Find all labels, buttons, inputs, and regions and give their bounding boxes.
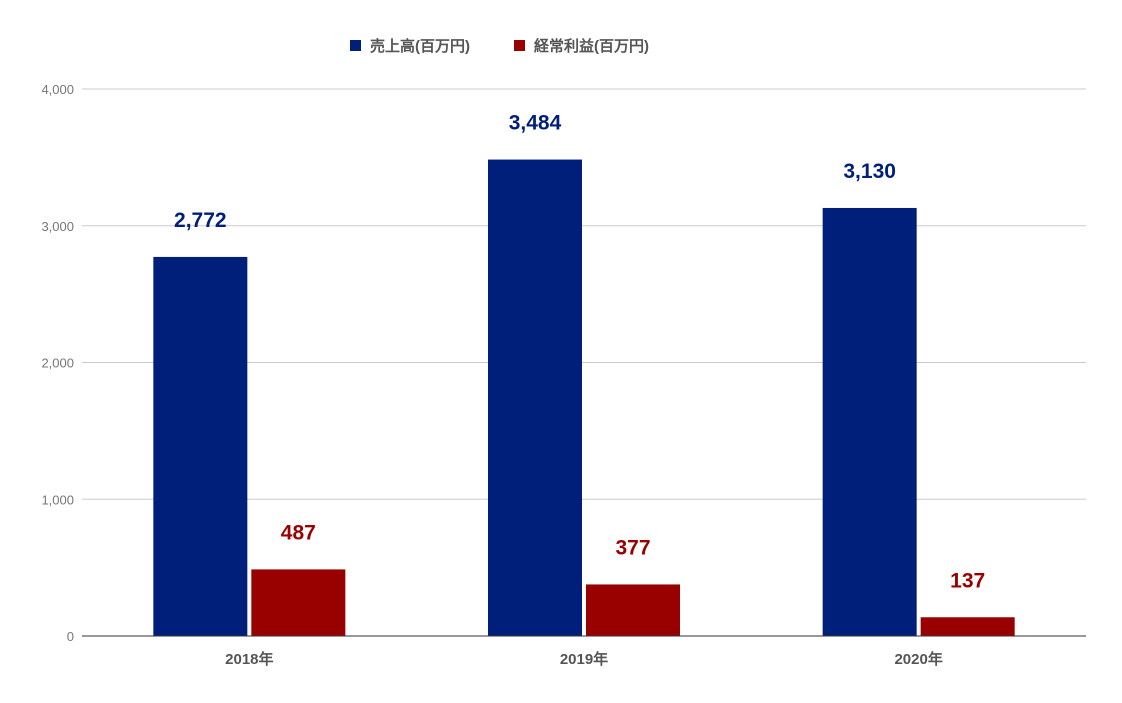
legend-label-sales: 売上高(百万円) — [370, 37, 470, 55]
data-label-ordinary-profit-1: 377 — [615, 536, 650, 559]
legend-swatch-sales — [350, 40, 361, 51]
legend-label-ordinary-profit: 経常利益(百万円) — [534, 37, 649, 55]
data-label-sales-0: 2,772 — [174, 209, 227, 232]
data-label-ordinary-profit-2: 137 — [950, 569, 985, 592]
y-tick-label: 2,000 — [41, 356, 74, 371]
y-tick-label: 4,000 — [41, 82, 74, 97]
data-label-sales-2: 3,130 — [843, 160, 896, 183]
y-axis-ticks: 0 1,000 2,000 3,000 4,000 — [41, 82, 74, 644]
data-labels: 2,772 487 3,484 377 3,130 137 — [174, 112, 985, 593]
gridlines — [82, 88, 1086, 500]
bar-ordinary-profit-1[interactable] — [586, 584, 680, 636]
bar-sales-0[interactable] — [153, 256, 248, 636]
x-axis-ticks: 2018年 2019年 2020年 — [225, 650, 943, 668]
bars — [153, 159, 1015, 637]
y-tick-label: 0 — [67, 629, 74, 644]
data-label-ordinary-profit-0: 487 — [281, 521, 316, 544]
legend-item-sales[interactable]: 売上高(百万円) — [350, 37, 470, 55]
x-tick-label: 2020年 — [894, 650, 942, 668]
data-label-sales-1: 3,484 — [509, 112, 562, 135]
legend-item-ordinary-profit[interactable]: 経常利益(百万円) — [514, 37, 649, 55]
x-tick-label: 2018年 — [225, 650, 273, 668]
bar-ordinary-profit-0[interactable] — [251, 569, 346, 636]
legend-swatch-ordinary-profit — [514, 40, 525, 51]
y-tick-label: 3,000 — [41, 219, 74, 234]
y-tick-label: 1,000 — [41, 492, 74, 507]
bar-ordinary-profit-2[interactable] — [920, 617, 1015, 636]
legend: 売上高(百万円) 経常利益(百万円) — [350, 37, 649, 55]
bar-sales-1[interactable] — [488, 159, 582, 637]
x-tick-label: 2019年 — [560, 650, 608, 668]
bar-sales-2[interactable] — [822, 207, 917, 636]
